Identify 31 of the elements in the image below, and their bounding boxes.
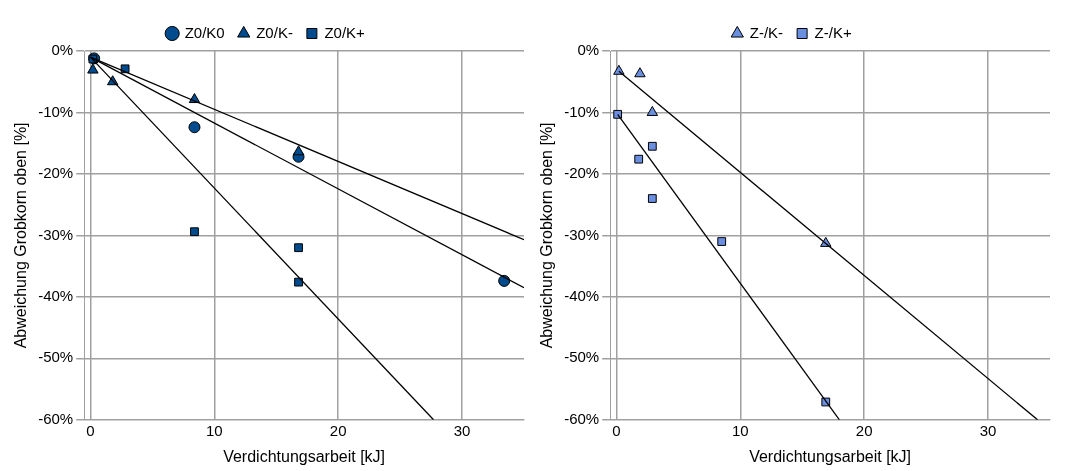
y-tick-label: -50% (564, 348, 600, 366)
legend-label: Z-/K+ (814, 23, 852, 41)
y-tick-label: -10% (564, 102, 600, 120)
y-tick-label: -30% (38, 225, 74, 243)
legend-label: Z0/K- (256, 23, 293, 41)
x-tick-label: 30 (453, 421, 471, 439)
y-tick-label: -50% (38, 348, 74, 366)
x-tick-label: 20 (855, 421, 873, 439)
x-tick-label: 10 (205, 421, 223, 439)
y-tick-label: -60% (38, 409, 74, 427)
x-tick-label: 30 (979, 421, 997, 439)
x-axis-title: Verdichtungsarbeit [kJ] (223, 447, 386, 465)
x-axis-title: Verdichtungsarbeit [kJ] (749, 447, 912, 465)
legend-label: Z0/K0 (184, 23, 225, 41)
y-tick-label: -20% (564, 164, 600, 182)
legend-label: Z0/K+ (324, 23, 366, 41)
y-tick-label: 0% (51, 41, 74, 59)
x-tick-label: 0 (86, 421, 95, 439)
x-tick-label: 10 (731, 421, 749, 439)
x-tick-label: 0 (612, 421, 621, 439)
y-tick-label: -40% (564, 287, 600, 305)
y-tick-label: -60% (564, 409, 600, 427)
x-tick-label: 20 (329, 421, 347, 439)
y-tick-label: -40% (38, 287, 74, 305)
y-tick-label: -10% (38, 102, 74, 120)
legend-label: Z-/K- (749, 23, 784, 41)
y-tick-label: -20% (38, 164, 74, 182)
y-axis-title: Abweichung Grobkorn oben [%] (538, 122, 556, 349)
y-tick-label: -30% (564, 225, 600, 243)
y-tick-label: 0% (577, 41, 600, 59)
y-axis-title: Abweichung Grobkorn oben [%] (12, 122, 30, 349)
